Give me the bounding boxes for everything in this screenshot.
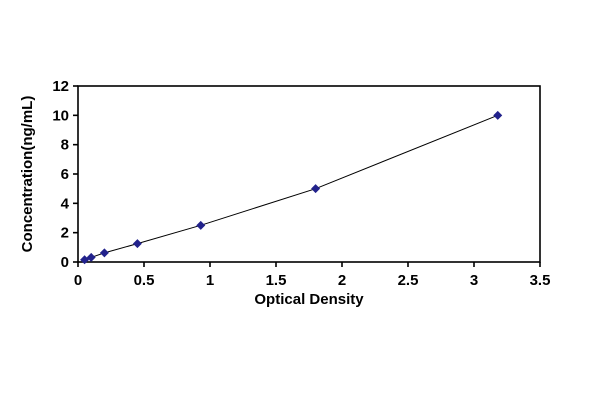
y-tick-label: 0	[61, 254, 69, 271]
x-tick-label: 1.5	[266, 272, 287, 289]
x-tick-label: 0	[74, 272, 82, 289]
y-tick-label: 8	[61, 137, 69, 154]
x-tick-label: 3.5	[530, 272, 551, 289]
data-point-marker	[86, 252, 96, 262]
y-tick-label: 10	[52, 107, 69, 124]
y-tick-label: 4	[61, 195, 70, 212]
x-axis-label: Optical Density	[254, 291, 364, 308]
x-tick-label: 1	[206, 272, 214, 289]
data-point-marker	[99, 248, 109, 258]
y-tick-label: 6	[61, 166, 69, 183]
y-tick-label: 2	[61, 225, 69, 242]
data-point-marker	[493, 110, 503, 120]
standard-curve-line	[84, 114, 498, 261]
x-tick-label: 3	[470, 272, 478, 289]
x-tick-label: 0.5	[134, 272, 155, 289]
x-tick-label: 2	[338, 272, 346, 289]
y-tick-label: 12	[52, 78, 69, 95]
x-tick-label: 2.5	[398, 272, 419, 289]
plot-content: 0 0.5 1 1.5 2 2.5 3 3.5 0 2 4 6 8 10 12	[52, 78, 550, 289]
data-point-marker	[196, 220, 206, 230]
data-point-marker	[132, 239, 142, 249]
y-axis-label: Concentration(ng/mL)	[19, 96, 36, 253]
plot-frame	[77, 85, 541, 263]
data-point-marker	[311, 184, 321, 194]
